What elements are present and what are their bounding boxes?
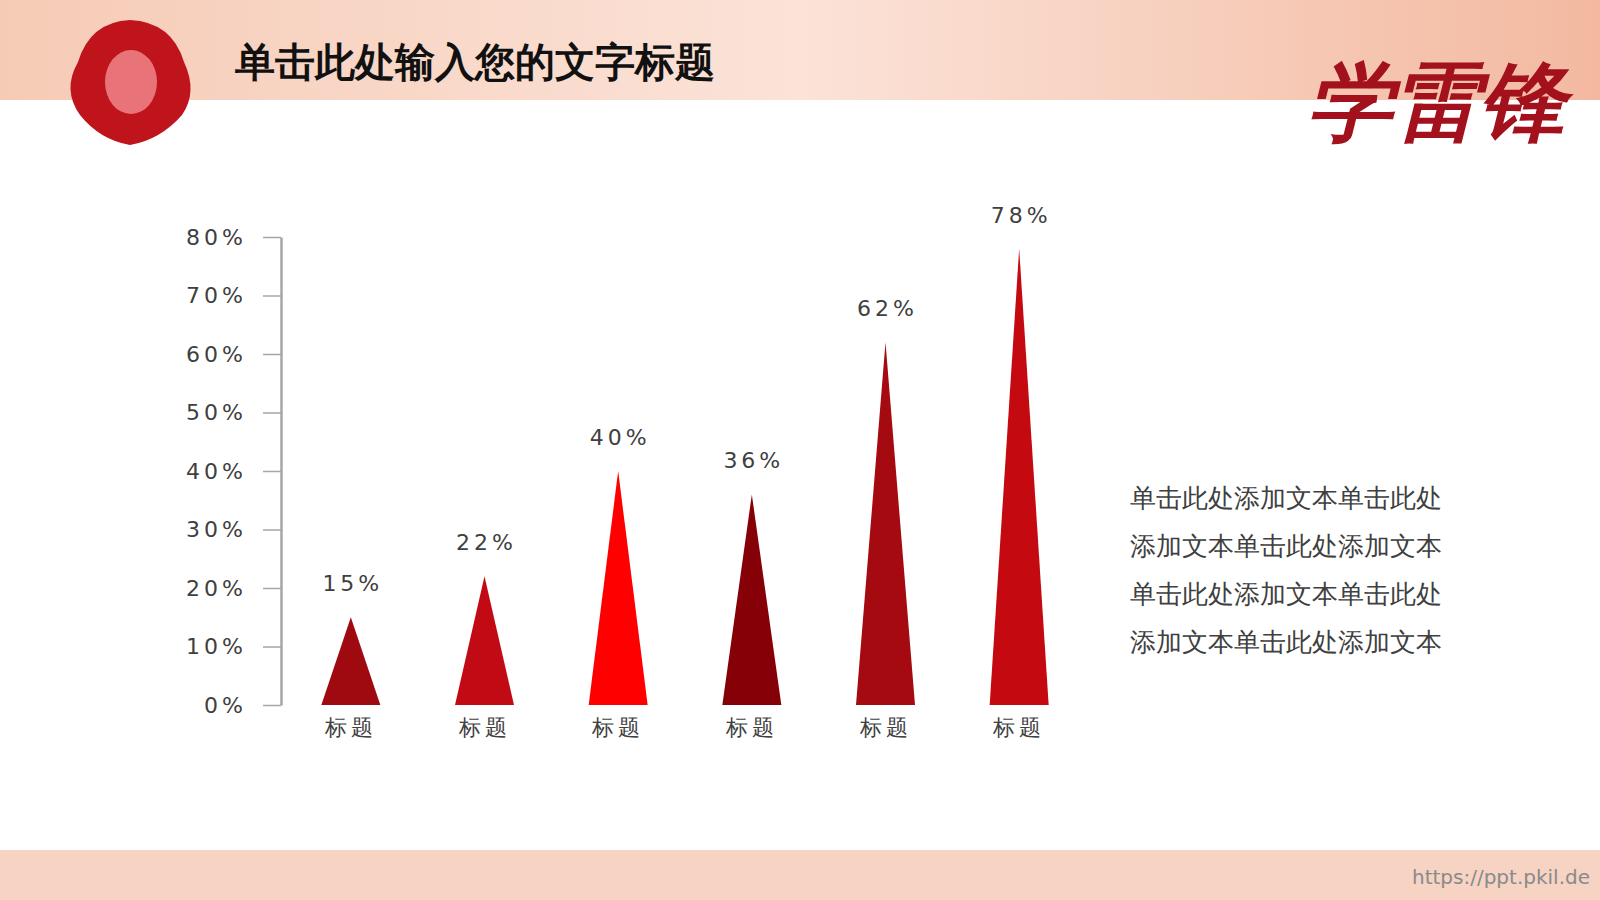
y-tick: 80% <box>186 225 281 250</box>
x-tick-label: 标题 <box>859 715 912 740</box>
x-tick-label: 标题 <box>324 715 377 740</box>
bars <box>321 249 1048 705</box>
bar <box>722 494 781 705</box>
data-label: 22% <box>456 530 517 555</box>
y-tick: 50% <box>186 400 281 425</box>
bar <box>455 576 514 705</box>
emblem-face <box>105 50 157 114</box>
data-label: 15% <box>322 571 383 596</box>
x-tick: 标题 <box>859 715 912 740</box>
bar <box>321 617 380 705</box>
x-tick-label: 标题 <box>591 715 644 740</box>
data-label: 36% <box>723 448 784 473</box>
y-axis: 0% 10% 20% 30% 40% 50% 60% 70% 80% <box>186 225 281 718</box>
brand-text: 学雷锋 <box>1307 51 1574 152</box>
y-tick: 20% <box>186 576 281 601</box>
y-tick: 10% <box>186 634 281 659</box>
y-tick-mark <box>263 412 281 414</box>
y-tick-mark <box>263 237 281 239</box>
data-label: 40% <box>590 425 651 450</box>
y-tick-label: 0% <box>204 693 247 718</box>
y-tick-label: 60% <box>186 342 247 367</box>
x-tick-label: 标题 <box>458 715 511 740</box>
bar <box>856 342 915 705</box>
bar <box>589 471 648 705</box>
y-tick-label: 50% <box>186 400 247 425</box>
x-tick: 标题 <box>591 715 644 740</box>
chart-title: 单击此处输入您的文字标题 <box>234 39 715 85</box>
y-tick-label: 10% <box>186 634 247 659</box>
emblem <box>70 20 190 145</box>
watermark: https://ppt.pkil.de <box>1412 865 1590 889</box>
chart-canvas: 单击此处输入您的文字标题 学雷锋 0% 10% 20% 30% 40% 50% 60% 70% 80… <box>0 0 1600 900</box>
y-tick-label: 70% <box>186 283 247 308</box>
y-tick: 0% <box>204 693 281 718</box>
y-tick-mark <box>263 354 281 356</box>
y-tick: 30% <box>186 517 281 542</box>
y-tick: 70% <box>186 283 281 308</box>
y-tick-mark <box>263 529 281 531</box>
footer-band <box>0 850 1600 900</box>
bar <box>990 249 1049 705</box>
data-labels: 15% 22% 40% 36% 62% 78% <box>322 203 1051 597</box>
y-tick-mark <box>263 588 281 590</box>
y-tick-mark <box>263 705 281 707</box>
data-label: 62% <box>857 296 918 321</box>
x-tick: 标题 <box>725 715 778 740</box>
x-tick: 标题 <box>458 715 511 740</box>
y-tick-label: 20% <box>186 576 247 601</box>
y-tick-label: 40% <box>186 459 247 484</box>
x-tick: 标题 <box>324 715 377 740</box>
x-tick-label: 标题 <box>992 715 1045 740</box>
y-tick-mark <box>263 646 281 648</box>
x-tick: 标题 <box>992 715 1045 740</box>
y-tick: 60% <box>186 342 281 367</box>
y-tick-label: 80% <box>186 225 247 250</box>
x-axis: 标题 标题 标题 标题 标题 标题 <box>324 715 1045 740</box>
y-tick: 40% <box>186 459 281 484</box>
y-tick-mark <box>263 471 281 473</box>
y-tick-mark <box>263 295 281 297</box>
side-paragraph: 单击此处添加文本单击此处添加文本单击此处添加文本单击此处添加文本单击此处添加文本… <box>1130 483 1442 657</box>
y-tick-label: 30% <box>186 517 247 542</box>
x-tick-label: 标题 <box>725 715 778 740</box>
emblem-shape <box>70 20 190 145</box>
data-label: 78% <box>991 203 1052 228</box>
